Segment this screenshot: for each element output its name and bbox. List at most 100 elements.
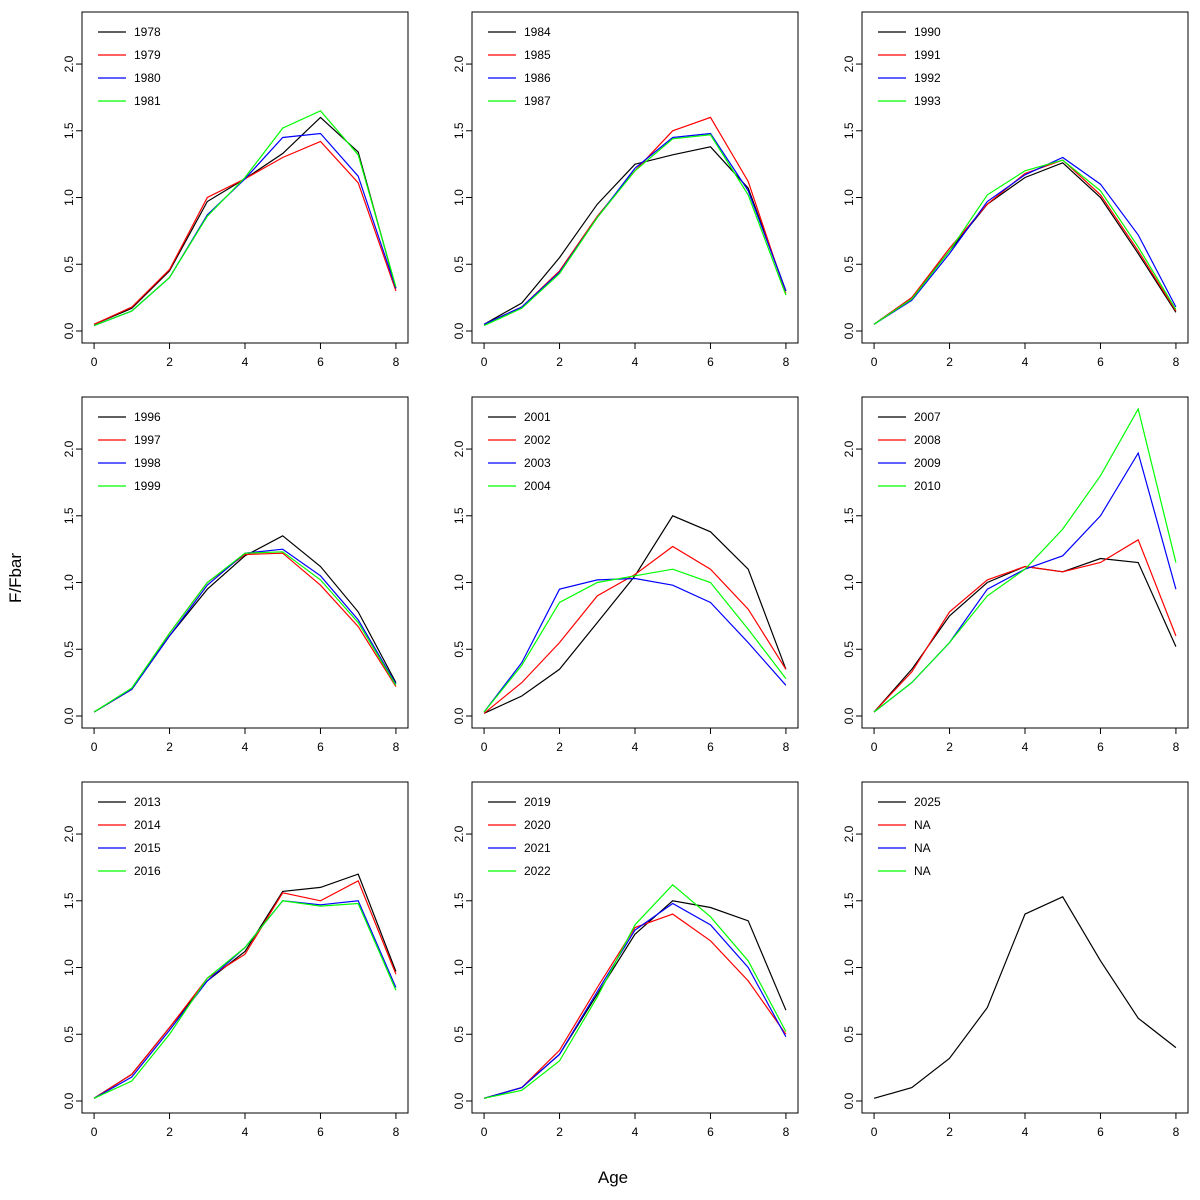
legend-label: 2013 — [134, 795, 161, 809]
y-tick-label: 1.5 — [842, 507, 856, 524]
y-tick-label: 0.0 — [842, 1092, 856, 1109]
series-line-2016 — [93, 900, 397, 1099]
legend-label: 1985 — [524, 48, 551, 62]
legend-label: 1993 — [914, 94, 941, 108]
legend-label: 1979 — [134, 48, 161, 62]
y-tick-label: 1.0 — [62, 189, 76, 206]
y-tick-label: 1.0 — [842, 574, 856, 591]
x-tick-label: 0 — [871, 355, 878, 369]
x-tick-label: 0 — [91, 355, 98, 369]
legend-label: 2008 — [914, 433, 941, 447]
y-tick-label: 0.0 — [62, 322, 76, 339]
legend-label: 1998 — [134, 456, 161, 470]
series-line-1986 — [483, 132, 787, 325]
y-tick-label: 1.0 — [452, 574, 466, 591]
x-tick-label: 0 — [481, 740, 488, 754]
y-tick-label: 2.0 — [842, 55, 856, 72]
y-tick-label: 1.5 — [842, 892, 856, 909]
y-tick-label: 0.5 — [62, 641, 76, 658]
x-tick-label: 4 — [242, 1125, 249, 1139]
y-tick-label: 0.5 — [62, 1026, 76, 1043]
chart-panel-5: 0 2 4 6 8 0.0 0.5 1.0 1.5 2.0 2001 2002 2003 2004 — [452, 396, 799, 754]
x-tick-label: 6 — [1097, 1125, 1104, 1139]
plot-box — [861, 396, 1189, 729]
y-tick-label: 2.0 — [62, 825, 76, 842]
series-line-2021 — [483, 902, 787, 1099]
chart-panel-7: 0 2 4 6 8 0.0 0.5 1.0 1.5 2.0 2013 2014 2015 2016 — [62, 781, 409, 1139]
legend-label: 2022 — [524, 864, 551, 878]
charts-grid: 0 2 4 6 8 0.0 0.5 1.0 1.5 2.0 1978 1979 1980 1981 0 2 4 6… — [28, 0, 1198, 1155]
x-tick-label: 6 — [317, 355, 324, 369]
legend-label: 2007 — [914, 410, 941, 424]
legend-label: 2025 — [914, 795, 941, 809]
y-tick-label: 1.0 — [842, 959, 856, 976]
legend-label: 2021 — [524, 841, 551, 855]
x-tick-label: 4 — [632, 740, 639, 754]
x-tick-label: 2 — [166, 355, 173, 369]
legend-label: 1990 — [914, 25, 941, 39]
legend-label: 2010 — [914, 479, 941, 493]
series-line-2007 — [873, 557, 1177, 713]
y-tick-label: 2.0 — [452, 55, 466, 72]
x-tick-label: 2 — [166, 1125, 173, 1139]
series-line-1978 — [93, 116, 397, 325]
legend-label: NA — [914, 841, 931, 855]
y-tick-label: 0.0 — [62, 707, 76, 724]
series-line-2004 — [483, 568, 787, 713]
series-line-2020 — [483, 913, 787, 1099]
y-tick-label: 0.0 — [842, 707, 856, 724]
y-tick-label: 1.5 — [452, 122, 466, 139]
chart-panel-3: 0 2 4 6 8 0.0 0.5 1.0 1.5 2.0 1990 1991 1992 1993 — [842, 11, 1189, 369]
series-line-2014 — [93, 879, 397, 1099]
y-tick-label: 0.5 — [842, 641, 856, 658]
x-tick-label: 6 — [1097, 740, 1104, 754]
series-line-2003 — [483, 577, 787, 713]
y-tick-label: 1.5 — [62, 507, 76, 524]
legend-label: 2016 — [134, 864, 161, 878]
x-tick-label: 0 — [91, 740, 98, 754]
x-tick-label: 8 — [1173, 740, 1180, 754]
legend-label: NA — [914, 818, 931, 832]
y-tick-label: 0.0 — [452, 1092, 466, 1109]
legend-label: 2003 — [524, 456, 551, 470]
x-tick-label: 0 — [871, 740, 878, 754]
x-tick-label: 6 — [317, 740, 324, 754]
x-tick-label: 6 — [317, 1125, 324, 1139]
y-tick-label: 1.5 — [452, 507, 466, 524]
x-tick-label: 0 — [481, 1125, 488, 1139]
x-tick-label: 2 — [946, 355, 953, 369]
y-tick-label: 1.0 — [842, 189, 856, 206]
y-tick-label: 2.0 — [62, 440, 76, 457]
legend-label: 1991 — [914, 48, 941, 62]
y-tick-label: 1.0 — [62, 959, 76, 976]
y-tick-label: 0.0 — [452, 322, 466, 339]
x-tick-label: 2 — [946, 1125, 953, 1139]
y-tick-label: 0.5 — [842, 1026, 856, 1043]
x-tick-label: 8 — [783, 355, 790, 369]
y-tick-label: 0.0 — [62, 1092, 76, 1109]
legend-label: 1984 — [524, 25, 551, 39]
series-line-1997 — [93, 552, 397, 713]
legend-label: 2014 — [134, 818, 161, 832]
chart-panel-9: 0 2 4 6 8 0.0 0.5 1.0 1.5 2.0 2025 NA NA NA — [842, 781, 1189, 1139]
y-tick-label: 1.0 — [62, 574, 76, 591]
legend-label: NA — [914, 864, 931, 878]
x-tick-label: 4 — [632, 355, 639, 369]
legend-label: 1978 — [134, 25, 161, 39]
series-line-2002 — [483, 545, 787, 714]
series-line-1998 — [93, 548, 397, 713]
x-tick-label: 4 — [1022, 1125, 1029, 1139]
legend-label: 1997 — [134, 433, 161, 447]
x-tick-label: 8 — [783, 740, 790, 754]
x-tick-label: 8 — [393, 1125, 400, 1139]
y-tick-label: 1.5 — [62, 892, 76, 909]
y-tick-label: 0.5 — [452, 256, 466, 273]
y-tick-label: 1.0 — [452, 189, 466, 206]
x-tick-label: 8 — [1173, 355, 1180, 369]
legend-label: 2001 — [524, 410, 551, 424]
x-tick-label: 4 — [1022, 355, 1029, 369]
plot-box — [471, 396, 799, 729]
y-tick-label: 2.0 — [842, 825, 856, 842]
chart-panel-4: 0 2 4 6 8 0.0 0.5 1.0 1.5 2.0 1996 1997 1998 1999 — [62, 396, 409, 754]
